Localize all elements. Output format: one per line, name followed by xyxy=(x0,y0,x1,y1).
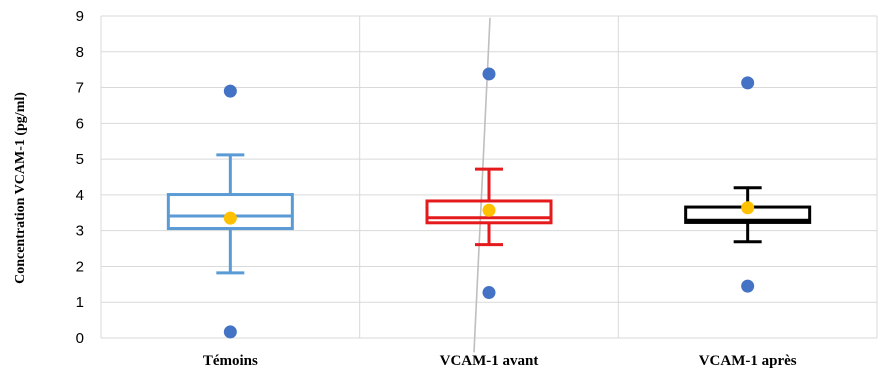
outlier-point xyxy=(482,67,496,81)
y-tick-label: 3 xyxy=(76,223,84,240)
box-iqr xyxy=(425,199,553,225)
box-series xyxy=(166,67,812,339)
y-tick-label: 1 xyxy=(76,294,84,311)
mean-marker xyxy=(223,211,237,225)
y-tick-label: 6 xyxy=(76,115,84,132)
box-iqr xyxy=(166,193,294,231)
y-tick-label: 7 xyxy=(76,80,84,97)
x-category-label: VCAM-1 après xyxy=(699,353,797,369)
y-tick-label: 2 xyxy=(76,258,84,275)
y-tick-label: 4 xyxy=(76,187,84,204)
y-axis-ticks: 0 1 2 3 4 5 6 7 8 9 xyxy=(76,8,84,347)
box-0 xyxy=(166,84,294,339)
x-axis-categories: Témoins VCAM-1 avant VCAM-1 après xyxy=(203,353,797,369)
outlier-point xyxy=(741,76,755,90)
mean-marker xyxy=(482,203,496,217)
outlier-point xyxy=(482,286,496,300)
y-tick-label: 0 xyxy=(76,330,84,347)
y-tick-label: 5 xyxy=(76,151,84,168)
outlier-point xyxy=(741,279,755,293)
outlier-point xyxy=(223,84,237,98)
x-category-label: Témoins xyxy=(203,353,258,369)
outlier-point xyxy=(223,325,237,339)
mean-marker xyxy=(741,201,755,215)
y-axis-label: Concentration VCAM-1 (pg/ml) xyxy=(13,92,28,284)
x-category-label: VCAM-1 avant xyxy=(440,353,539,369)
box-1 xyxy=(425,67,553,300)
y-tick-label: 8 xyxy=(76,44,84,61)
y-tick-label: 9 xyxy=(76,8,84,25)
box-2 xyxy=(684,76,812,293)
